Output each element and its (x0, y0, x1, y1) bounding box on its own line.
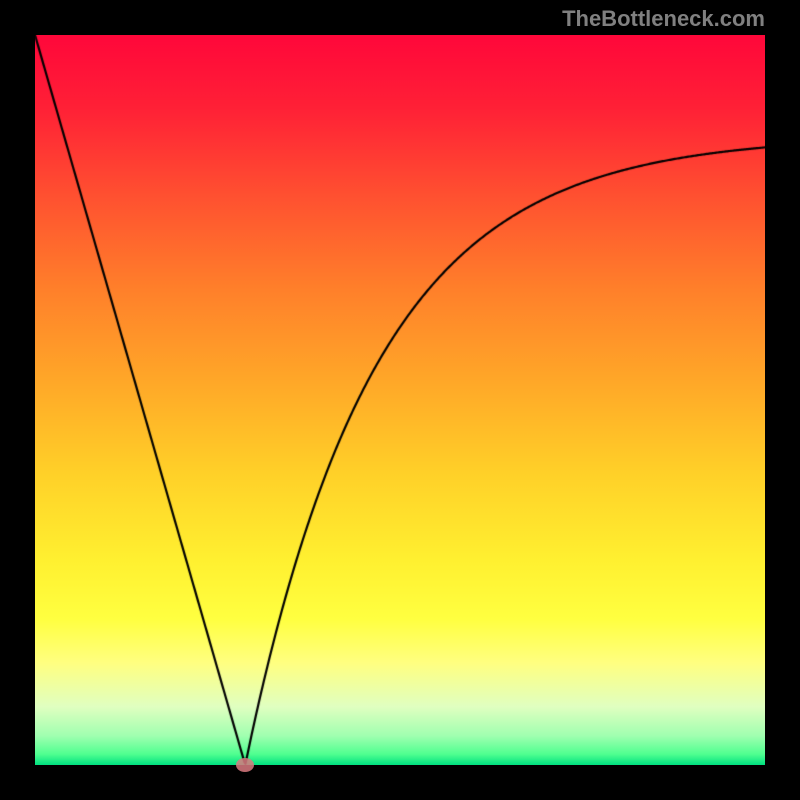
bottleneck-curve (0, 0, 800, 800)
chart-container: TheBottleneck.com (0, 0, 800, 800)
optimal-point-marker (236, 758, 254, 772)
